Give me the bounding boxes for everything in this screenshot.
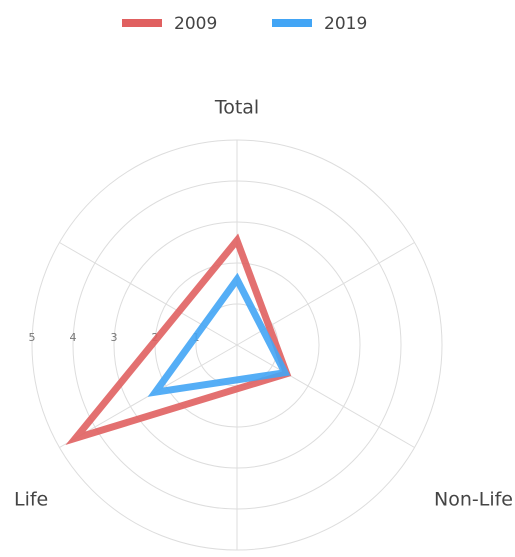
axis-label: Non-Life bbox=[434, 489, 513, 511]
radar-line bbox=[147, 272, 291, 397]
r-tick-label: 5 bbox=[29, 331, 36, 344]
radar-line bbox=[65, 233, 292, 445]
legend-swatch bbox=[122, 19, 162, 27]
axis-label: Life bbox=[14, 489, 48, 511]
legend-label: 2019 bbox=[324, 14, 367, 34]
legend-label: 2009 bbox=[174, 14, 217, 34]
r-tick-label: 3 bbox=[111, 331, 118, 344]
spoke bbox=[236, 344, 415, 448]
r-tick-label: 4 bbox=[70, 331, 77, 344]
spoke bbox=[59, 242, 238, 346]
legend-swatch bbox=[272, 19, 312, 27]
axis-label: Total bbox=[214, 97, 259, 119]
